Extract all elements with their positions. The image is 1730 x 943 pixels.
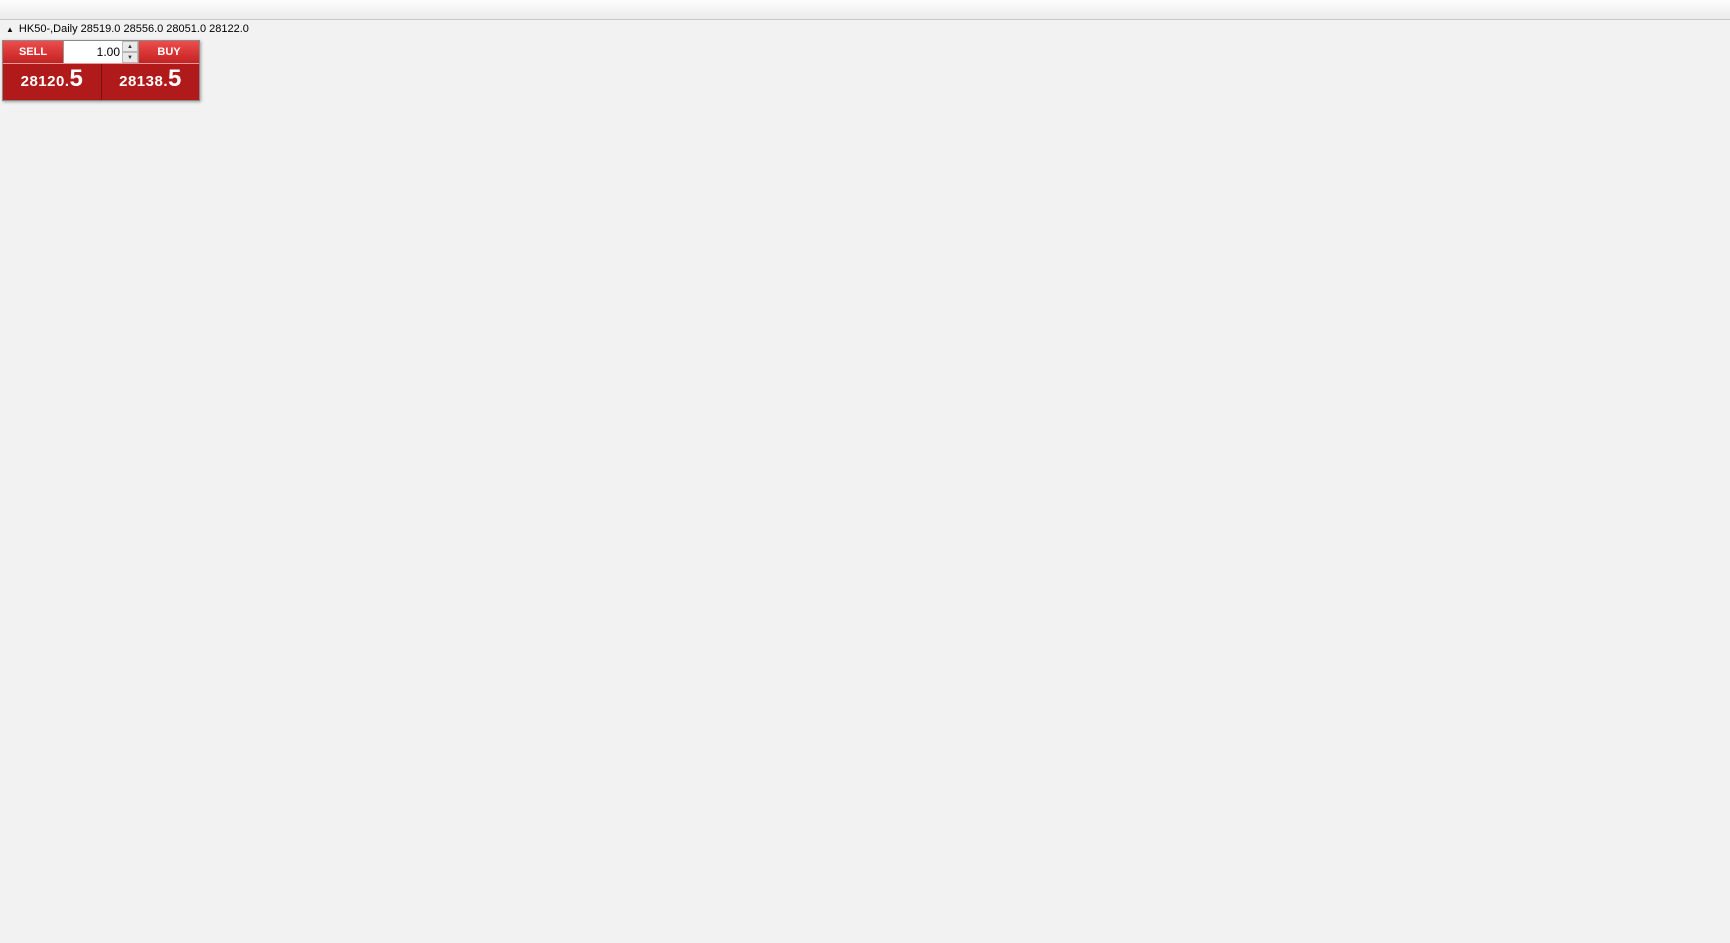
volume-stepper: ▲ ▼ [122, 41, 138, 63]
one-click-collapse-icon[interactable]: ▲ [6, 24, 14, 34]
volume-box: ▲ ▼ [63, 41, 139, 63]
buy-price-int: 28138 [119, 73, 164, 90]
toolbar [0, 0, 1730, 20]
sell-button[interactable]: SELL [3, 41, 63, 63]
sell-price-int: 28120 [20, 73, 65, 90]
volume-down-button[interactable]: ▼ [122, 52, 138, 63]
chart-canvas[interactable] [0, 20, 1730, 943]
price-divider [100, 64, 102, 100]
chart-title: HK50-,Daily 28519.0 28556.0 28051.0 2812… [18, 23, 249, 35]
volume-input[interactable] [64, 41, 122, 63]
sell-price: 28120. 5 [3, 64, 101, 100]
sell-price-frac: 5 [69, 65, 83, 92]
buy-price: 28138. 5 [102, 64, 200, 100]
buy-price-sep: . [163, 73, 169, 90]
chart-header: ▲ HK50-,Daily 28519.0 28556.0 28051.0 28… [6, 23, 249, 35]
buy-price-frac: 5 [168, 65, 182, 92]
volume-up-button[interactable]: ▲ [122, 41, 138, 52]
buy-button[interactable]: BUY [139, 41, 199, 63]
one-click-trading-panel: SELL ▲ ▼ BUY 28120.5 28138.5 [2, 40, 200, 101]
sell-price-sep: . [64, 73, 70, 90]
